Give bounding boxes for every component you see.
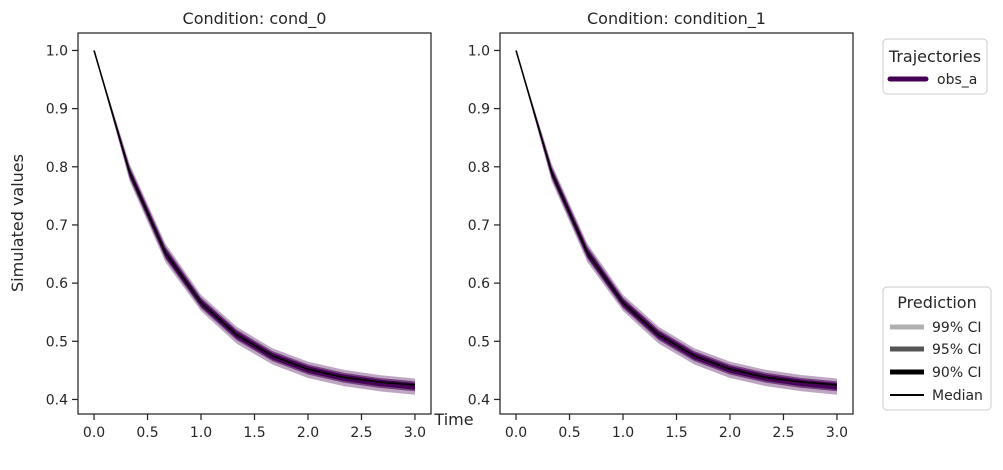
y-tick-label: 0.9 (468, 102, 490, 118)
x-tick-label: 1.0 (190, 425, 212, 441)
legend-prediction-title: Prediction (897, 293, 976, 312)
y-tick-label: 0.4 (468, 392, 490, 408)
y-tick-label: 0.5 (46, 334, 68, 350)
legend-label-median: Median (932, 388, 983, 404)
y-axis-label: Simulated values (8, 154, 27, 292)
legend-prediction: Prediction 99% CI 95% CI 90% CI Median (882, 286, 992, 411)
chart-title: Condition: condition_1 (587, 9, 766, 29)
y-tick-label: 0.7 (468, 218, 490, 234)
y-tick-label: 0.6 (468, 276, 490, 292)
legend-label-obs-a: obs_a (937, 72, 977, 88)
legend-label-95-ci: 95% CI (932, 342, 981, 358)
x-tick-label: 2.5 (350, 425, 372, 441)
y-tick-label: 0.6 (46, 276, 68, 292)
legend-prediction-frame (882, 286, 992, 411)
x-tick-label: 0.5 (558, 425, 580, 441)
x-tick-label: 2.5 (772, 425, 794, 441)
y-tick-label: 0.8 (46, 160, 68, 176)
x-axis-label: Time (433, 410, 473, 429)
x-tick-label: 3.0 (404, 425, 426, 441)
y-tick-label: 0.4 (46, 392, 68, 408)
y-tick-label: 0.9 (46, 102, 68, 118)
x-tick-label: 1.5 (665, 425, 687, 441)
legend-trajectories-title: Trajectories (888, 47, 981, 66)
y-tick-label: 1.0 (468, 43, 490, 59)
x-tick-label: 0.0 (505, 425, 527, 441)
x-tick-label: 0.5 (136, 425, 158, 441)
legend-label-99-ci: 99% CI (932, 320, 981, 336)
x-tick-label: 2.0 (297, 425, 319, 441)
median-line-obs-a (515, 50, 838, 386)
x-tick-label: 0.0 (83, 425, 105, 441)
chart-title: Condition: cond_0 (183, 9, 327, 29)
median-line-obs-a (93, 50, 416, 386)
subplot-condition-1: Condition: condition_1 0.0 0.5 1.0 1.5 2.0 2.5… (468, 9, 854, 441)
legend-label-90-ci: 90% CI (932, 365, 981, 381)
x-tick-label: 1.5 (243, 425, 265, 441)
y-tick-label: 0.5 (468, 334, 490, 350)
subplot-cond-0: Condition: cond_0 0.0 0.5 1.0 1.5 2.0 2.5 3.0 0.… (46, 9, 432, 441)
x-tick-label: 2.0 (719, 425, 741, 441)
x-tick-label: 3.0 (826, 425, 848, 441)
legend-trajectories: Trajectories obs_a (882, 38, 988, 95)
y-tick-label: 0.8 (468, 160, 490, 176)
y-tick-label: 0.7 (46, 218, 68, 234)
y-tick-label: 1.0 (46, 43, 68, 59)
x-tick-label: 1.0 (612, 425, 634, 441)
